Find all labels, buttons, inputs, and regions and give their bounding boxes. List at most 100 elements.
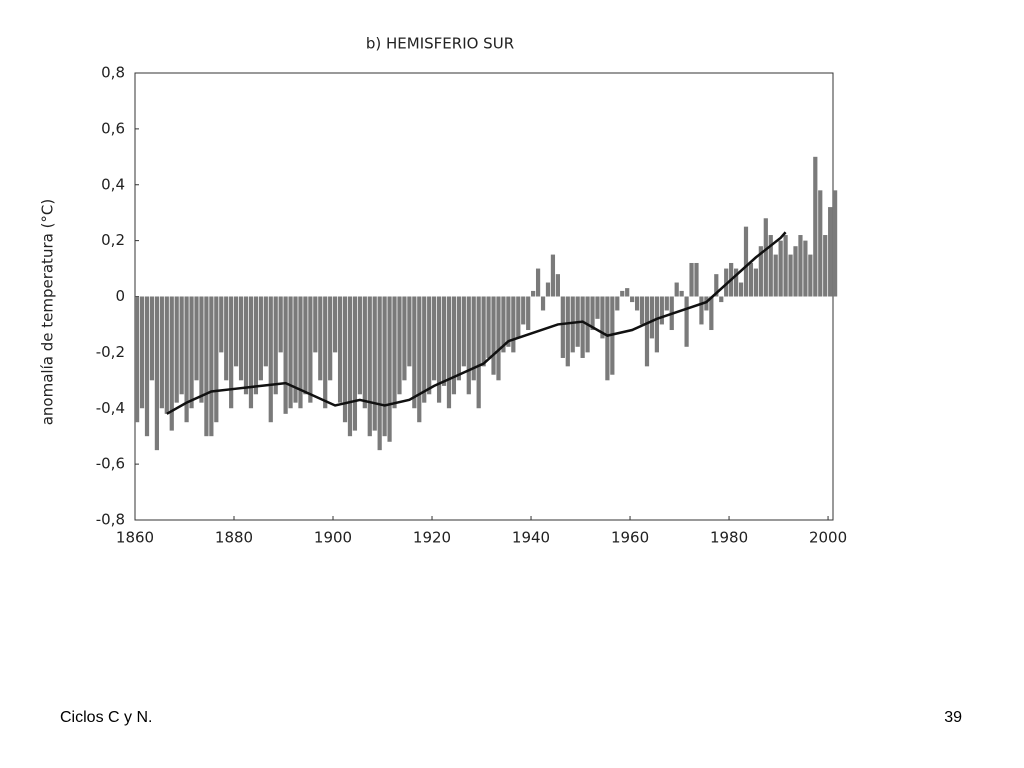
bar	[540, 296, 546, 311]
bar	[793, 246, 798, 297]
bar	[486, 296, 491, 358]
bar	[347, 296, 353, 437]
bar	[644, 296, 650, 367]
bar	[674, 282, 679, 297]
bar	[763, 218, 768, 297]
bar	[318, 296, 323, 381]
x-tick-label: 1960	[611, 529, 649, 547]
y-tick-label: 0,8	[101, 64, 125, 82]
bar	[139, 296, 145, 409]
bar	[224, 296, 229, 381]
bar	[432, 296, 437, 381]
y-tick-label: 0,2	[101, 231, 125, 249]
bar	[446, 296, 452, 409]
bar	[768, 235, 773, 297]
bar	[402, 296, 407, 381]
bar	[377, 296, 382, 451]
bar	[273, 296, 278, 395]
bar	[516, 296, 521, 339]
bar	[323, 296, 328, 409]
y-tick-label: 0,4	[101, 175, 125, 193]
bar	[412, 296, 417, 409]
y-tick-label: -0,6	[96, 455, 125, 473]
bar	[501, 296, 506, 353]
bar	[496, 296, 501, 381]
bar	[753, 268, 759, 297]
bar	[684, 296, 689, 347]
bar	[169, 296, 174, 431]
bar	[422, 296, 427, 403]
bar	[531, 290, 536, 297]
bar	[308, 296, 313, 403]
x-tick-label: 1860	[116, 529, 154, 547]
y-tick-label: 0	[115, 287, 125, 305]
x-tick-label: 1900	[314, 529, 352, 547]
bar	[392, 296, 397, 409]
y-tick-label: -0,8	[96, 511, 125, 529]
bar	[288, 296, 293, 409]
bar	[461, 296, 466, 367]
bar	[417, 296, 422, 423]
chart-title: b) HEMISFERIO SUR	[366, 35, 514, 53]
bar	[773, 254, 778, 297]
bar	[823, 235, 828, 297]
bar	[625, 288, 630, 297]
bar	[580, 296, 585, 358]
bar	[174, 296, 179, 403]
bar	[694, 262, 699, 297]
bar	[555, 274, 560, 297]
bar	[303, 296, 308, 395]
bar	[550, 254, 556, 297]
bar	[248, 296, 254, 409]
bar	[263, 296, 268, 367]
bar	[600, 296, 605, 339]
bar	[664, 296, 669, 311]
bar	[743, 226, 749, 297]
bar	[298, 296, 303, 409]
bar	[387, 296, 392, 442]
bar	[748, 262, 754, 297]
bar	[535, 268, 541, 297]
bar	[714, 274, 719, 297]
bar	[149, 296, 155, 381]
bar	[788, 254, 793, 297]
bar	[506, 296, 511, 347]
bar	[234, 296, 239, 367]
bar	[253, 296, 259, 395]
bar	[154, 296, 160, 451]
bar	[590, 296, 595, 331]
y-tick-label: -0,4	[96, 399, 125, 417]
bar	[204, 296, 209, 437]
y-tick-label: 0,6	[101, 119, 125, 137]
bar	[783, 235, 788, 297]
bar	[758, 246, 763, 297]
smoothed-line	[166, 231, 787, 415]
bar	[654, 296, 659, 353]
bar	[634, 296, 640, 311]
bar	[159, 296, 164, 409]
bar	[451, 296, 457, 395]
bar	[333, 296, 338, 353]
bar	[545, 282, 551, 297]
bar	[630, 296, 635, 303]
y-tick-label: -0,2	[96, 343, 125, 361]
bar	[526, 296, 531, 331]
bar	[560, 296, 565, 358]
bar	[679, 290, 684, 297]
bar	[362, 296, 367, 409]
bar	[135, 296, 140, 423]
bar	[243, 296, 249, 395]
bar	[471, 296, 476, 381]
bar	[476, 296, 481, 409]
bar	[778, 240, 783, 297]
bar	[238, 296, 244, 381]
bar	[342, 296, 348, 423]
bar	[219, 296, 224, 353]
bar	[144, 296, 150, 437]
bar	[649, 296, 655, 339]
bar	[456, 296, 461, 381]
bar	[659, 296, 664, 325]
bar	[268, 296, 273, 423]
